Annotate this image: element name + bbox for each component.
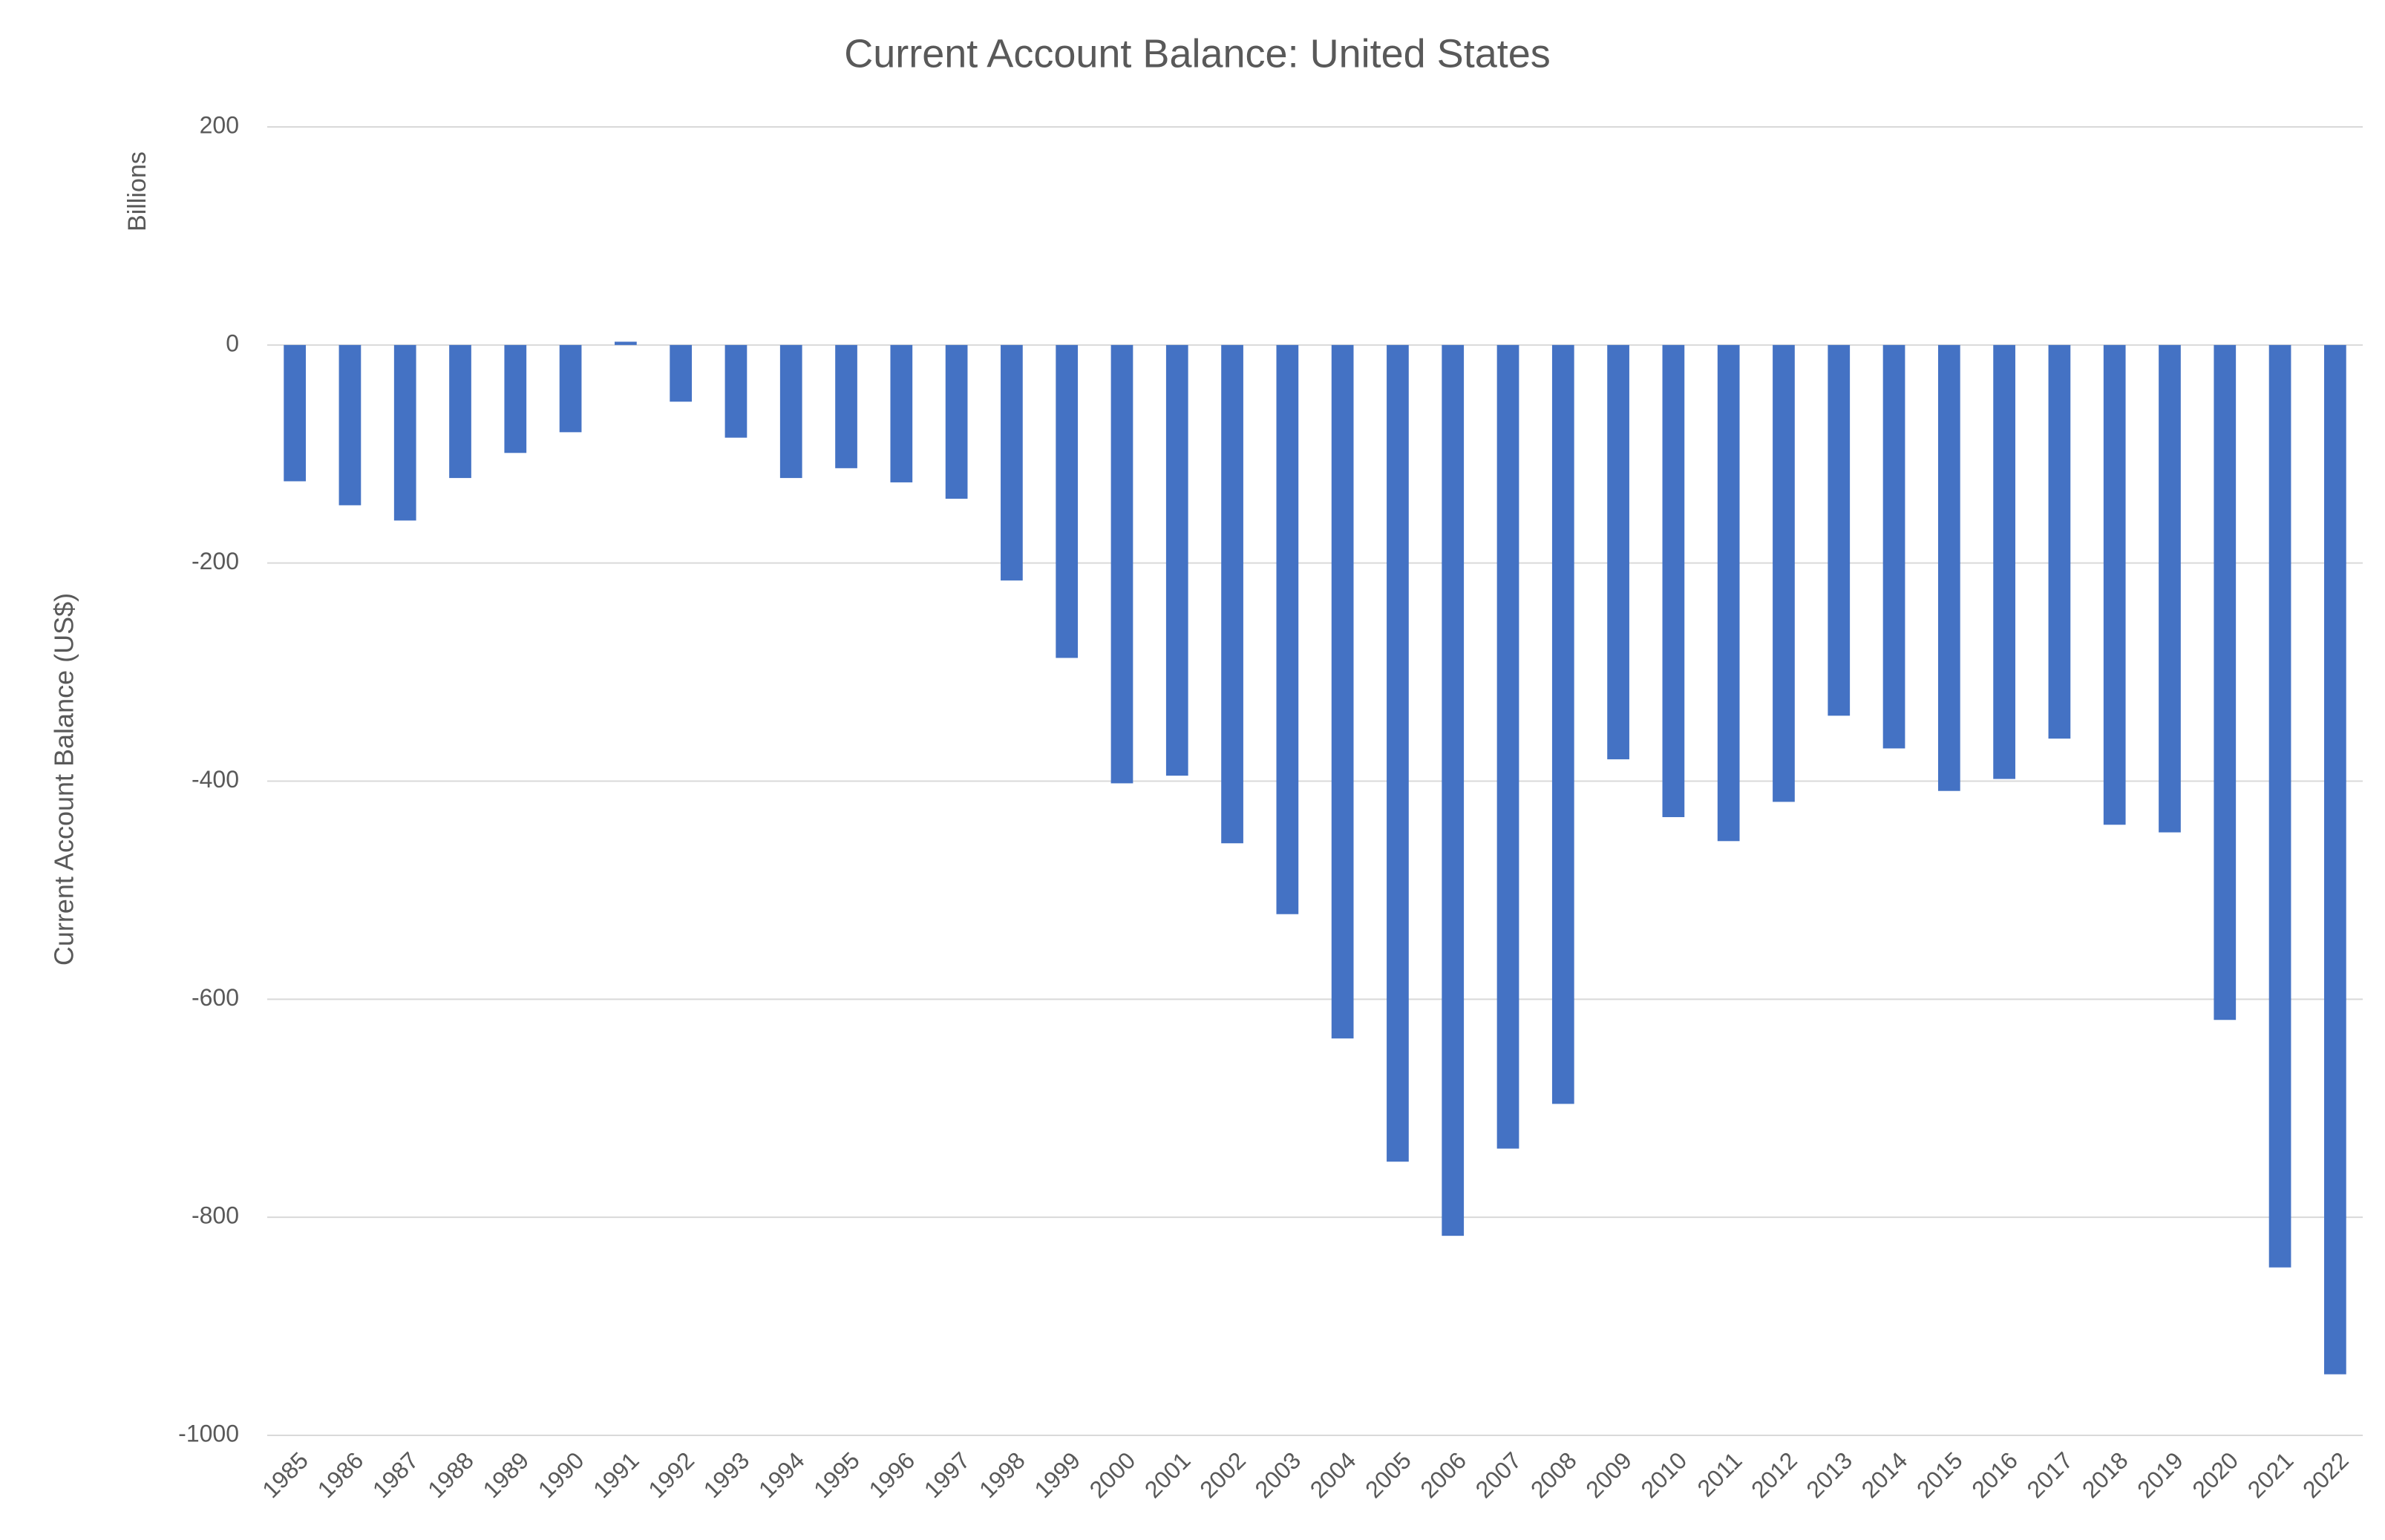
bar [2268,344,2291,1268]
bar [393,344,416,521]
bar [1828,344,1851,716]
x-tick-label: 2019 [2132,1446,2188,1503]
x-tick-label: 2010 [1636,1446,1692,1503]
bar [1607,344,1629,760]
x-tick-label: 2022 [2297,1446,2354,1503]
bar [1882,344,1905,749]
x-tick-label: 1999 [1029,1446,1085,1503]
x-tick-label: 2003 [1249,1446,1306,1503]
x-tick-label: 2021 [2242,1446,2299,1503]
x-tick-label: 2004 [1305,1446,1361,1503]
x-tick-label: 1997 [919,1446,975,1503]
bar [2048,344,2071,739]
bar [615,341,637,345]
bar [559,344,582,433]
y-tick-label: -200 [192,548,239,574]
x-tick-label: 2000 [1084,1446,1141,1503]
bar [2159,344,2181,833]
x-tick-label: 1988 [422,1446,479,1503]
bar [449,344,471,479]
bar [670,344,693,402]
y-tick-label: -600 [192,984,239,1011]
y-tick-label: -400 [192,766,239,793]
x-tick-label: 1989 [477,1446,534,1503]
bar [1496,344,1519,1149]
x-tick-label: 2007 [1470,1446,1527,1503]
bar [1165,344,1188,776]
x-tick-label: 2002 [1194,1446,1251,1503]
unit-label: Billions [123,151,151,232]
bar [338,344,361,505]
y-tick-label: -800 [192,1202,239,1229]
bar [1221,344,1243,844]
bar [1551,344,1574,1104]
x-tick-label: 2014 [1856,1446,1913,1503]
y-tick-label: -1000 [178,1420,239,1446]
bar [1773,344,1795,802]
x-tick-label: 1998 [974,1446,1030,1503]
bar [945,344,968,499]
x-tick-label: 2009 [1580,1446,1637,1503]
x-tick-label: 1994 [753,1446,810,1503]
bar [724,344,747,438]
x-tick-label: 1986 [313,1446,369,1503]
bar [1662,344,1685,817]
x-tick-label: 1987 [367,1446,424,1503]
bar [2214,344,2237,1020]
bar [1056,344,1079,658]
y-tick-label: 200 [200,111,239,138]
x-tick-label: 2006 [1415,1446,1471,1503]
bar [890,344,913,482]
bar [504,344,527,453]
x-tick-label: 1996 [863,1446,920,1503]
bar [1717,344,1740,842]
bar [1331,344,1354,1039]
bar [1937,344,1960,791]
bar [1110,344,1133,784]
x-tick-label: 2005 [1360,1446,1416,1503]
x-tick-label: 2018 [2077,1446,2133,1503]
y-tick-label: 0 [226,330,239,356]
bar [1993,344,2015,779]
bar [835,344,857,468]
bar [1387,344,1409,1162]
x-tick-label: 1985 [257,1446,313,1503]
bar [2103,344,2126,825]
bar [1276,344,1299,914]
x-tick-label: 2020 [2187,1446,2243,1503]
chart-title: Current Account Balance: United States [844,31,1551,76]
x-tick-label: 2001 [1139,1446,1196,1503]
x-tick-label: 2017 [2022,1446,2078,1503]
x-tick-label: 1991 [588,1446,644,1503]
bar [1001,344,1023,581]
x-tick-label: 2008 [1525,1446,1582,1503]
x-tick-label: 1993 [699,1446,755,1503]
x-tick-label: 2012 [1746,1446,1802,1503]
x-tick-label: 2013 [1801,1446,1857,1503]
x-tick-label: 2015 [1911,1446,1968,1503]
bar [2323,344,2346,1374]
x-tick-label: 1992 [643,1446,699,1503]
bar [284,344,307,482]
x-tick-label: 1995 [808,1446,865,1503]
bar [779,344,802,479]
x-tick-label: 1990 [533,1446,589,1503]
y-axis-title: Current Account Balance (US$) [49,593,79,966]
x-tick-label: 2011 [1692,1446,1747,1501]
x-tick-label: 2016 [1966,1446,2023,1503]
bar [1442,344,1465,1236]
